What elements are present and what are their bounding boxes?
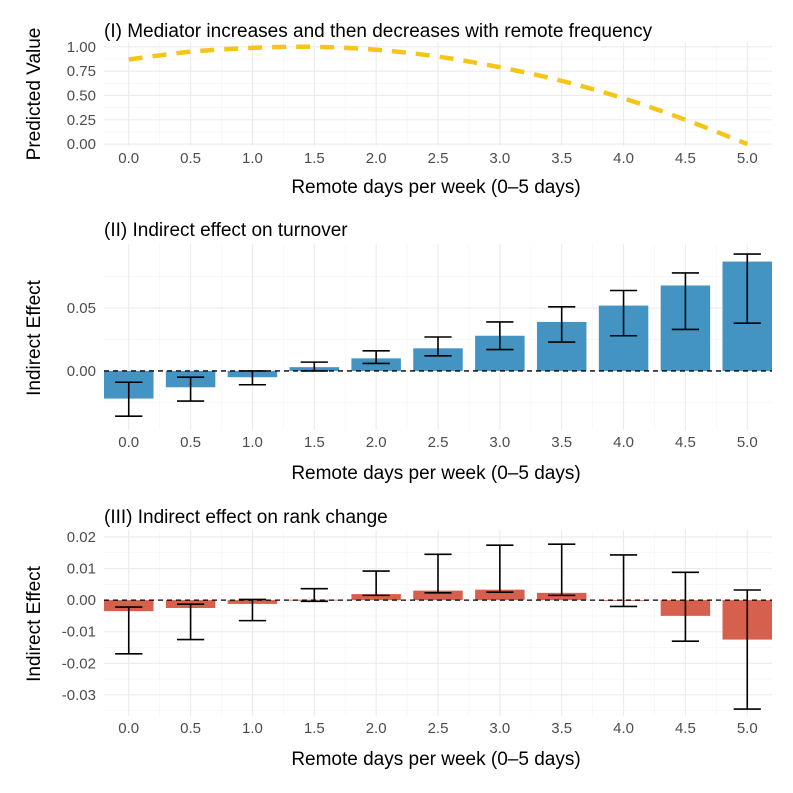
y-tick-label: 0.02: [67, 529, 96, 546]
panel-2-y-ticks: 0.00 0.05: [67, 300, 96, 380]
panel-1-x-axis-label: Remote days per week (0–5 days): [291, 177, 580, 198]
y-tick-label: 0.01: [67, 561, 96, 578]
x-tick-label: 3.0: [489, 434, 510, 451]
x-tick-label: 2.5: [428, 150, 449, 167]
panel-2-y-axis-label: Indirect Effect: [24, 279, 45, 396]
bar: [475, 589, 525, 601]
panel-mediator: (I) Mediator increases and then decrease…: [24, 21, 772, 198]
x-tick-label: 1.5: [304, 150, 325, 167]
x-tick-label: 5.0: [737, 150, 758, 167]
y-tick-label: 0.75: [67, 63, 96, 80]
x-tick-label: 1.5: [304, 434, 325, 451]
panel-1-grid: [104, 42, 772, 146]
x-tick-label: 3.5: [551, 720, 572, 737]
mediator-line: [128, 44, 749, 147]
x-tick-label: 1.0: [242, 150, 263, 167]
y-tick-label: 0.25: [67, 112, 96, 129]
panel-turnover: (II) Indirect effect on turnover 0.000.0…: [24, 220, 772, 484]
y-tick-label: 1.00: [67, 39, 96, 56]
x-tick-label: 3.5: [551, 150, 572, 167]
panel-1-title: (I) Mediator increases and then decrease…: [104, 21, 653, 42]
x-tick-label: 5.0: [737, 434, 758, 451]
panel-3-bars: [104, 543, 772, 710]
x-tick-label: 2.0: [366, 720, 387, 737]
x-tick-label: 3.0: [489, 150, 510, 167]
y-tick-label: -0.03: [62, 687, 96, 704]
x-tick-label: 2.5: [428, 720, 449, 737]
bar: [413, 590, 463, 601]
y-tick-label: 0.00: [67, 136, 96, 153]
x-tick-label: 3.0: [489, 720, 510, 737]
x-tick-label: 0.5: [180, 720, 201, 737]
y-tick-label: -0.01: [62, 624, 96, 641]
panel-3-x-axis-label: Remote days per week (0–5 days): [291, 749, 580, 770]
x-tick-label: 5.0: [737, 720, 758, 737]
panel-1-x-ticks: 0.0 0.5 1.0 1.5 2.0 2.5 3.0 3.5 4.0 4.5 5.0: [118, 150, 757, 167]
bar: [351, 594, 401, 601]
x-tick-label: 0.0: [118, 150, 139, 167]
x-tick-label: 4.5: [675, 720, 696, 737]
y-tick-label: 0.50: [67, 87, 96, 104]
x-tick-label: 4.0: [613, 150, 634, 167]
panel-1-y-ticks: 0.00 0.25 0.50 0.75 1.00: [67, 39, 96, 153]
x-tick-label: 0.0: [118, 434, 139, 451]
x-tick-label: 4.5: [675, 434, 696, 451]
x-tick-label: 0.5: [180, 150, 201, 167]
bar: [536, 592, 587, 601]
x-tick-label: 1.0: [242, 720, 263, 737]
panel-3-y-ticks: -0.03 -0.02 -0.01 0.00 0.01 0.02: [62, 529, 96, 704]
bar: [104, 600, 154, 612]
panel-rank-change: (III) Indirect effect on rank change -0.…: [24, 507, 772, 770]
x-tick-label: 4.0: [613, 720, 634, 737]
x-tick-label: 0.0: [118, 720, 139, 737]
panel-2-x-ticks: 0.0 0.5 1.0 1.5 2.0 2.5 3.0 3.5 4.0 4.5 5.0: [118, 434, 757, 451]
panel-1-y-axis-label: Predicted Value: [24, 28, 45, 161]
bar: [413, 348, 463, 371]
x-tick-label: 1.0: [242, 434, 263, 451]
bar: [351, 358, 401, 371]
panel-2-x-axis-label: Remote days per week (0–5 days): [291, 463, 580, 484]
panel-3-title: (III) Indirect effect on rank change: [104, 507, 388, 528]
x-tick-label: 0.5: [180, 434, 201, 451]
x-tick-label: 4.0: [613, 434, 634, 451]
x-tick-label: 1.5: [304, 720, 325, 737]
y-tick-label: 0.05: [67, 300, 96, 317]
y-tick-label: -0.02: [62, 655, 96, 672]
panel-1-line: [128, 44, 749, 147]
x-tick-label: 2.0: [366, 150, 387, 167]
panel-2-title: (II) Indirect effect on turnover: [104, 220, 348, 241]
y-tick-label: 0.00: [67, 363, 96, 380]
x-tick-label: 3.5: [551, 434, 572, 451]
x-tick-label: 2.0: [366, 434, 387, 451]
panel-3-x-ticks: 0.0 0.5 1.0 1.5 2.0 2.5 3.0 3.5 4.0 4.5 5.0: [118, 720, 757, 737]
panel-3-y-axis-label: Indirect Effect: [24, 565, 45, 682]
panel-2-bars: [104, 253, 772, 417]
x-tick-label: 2.5: [428, 434, 449, 451]
y-tick-label: 0.00: [67, 592, 96, 609]
x-tick-label: 4.5: [675, 150, 696, 167]
